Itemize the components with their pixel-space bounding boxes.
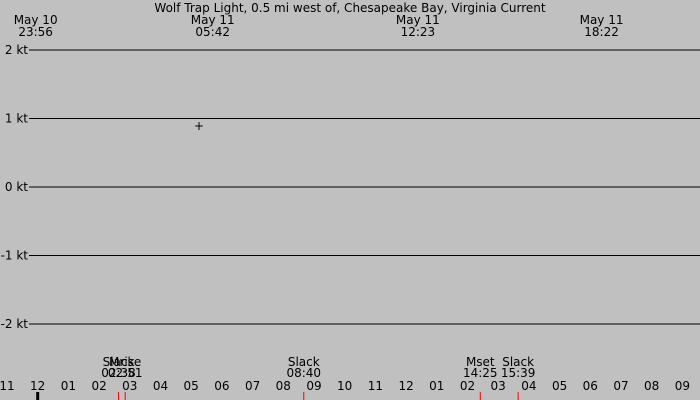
event-time: 15:39 [501, 366, 536, 380]
x-tick-label: 09 [306, 379, 321, 393]
event-time: 02:51 [108, 366, 143, 380]
y-tick-label: -1 kt [1, 249, 29, 263]
chart-title: Wolf Trap Light, 0.5 mi west of, Chesape… [154, 1, 545, 15]
x-tick-label: 02 [91, 379, 106, 393]
x-tick-label: 03 [491, 379, 506, 393]
x-tick-label: 11 [0, 379, 15, 393]
event-name: Slack [103, 355, 135, 369]
x-tick-label: 03 [122, 379, 137, 393]
y-tick-label: 2 kt [5, 43, 28, 57]
x-tick-label: 04 [153, 379, 168, 393]
x-tick-label: 06 [214, 379, 229, 393]
top-time-label: 05:42 [195, 25, 230, 39]
top-date-label: May 10 [14, 13, 58, 27]
event-time: 08:40 [286, 366, 321, 380]
event-name: Slack [288, 355, 320, 369]
x-tick-label: 09 [675, 379, 690, 393]
gridlines [29, 49, 700, 325]
x-axis-ticks: 11 12 01 02 03 04 05 06 07 08 09 10 11 12 01 02 03 04 05 06… [0, 379, 690, 400]
x-tick-label: 08 [276, 379, 291, 393]
x-tick-label: 10 [337, 379, 352, 393]
x-tick-label: 07 [613, 379, 628, 393]
x-tick-label: 06 [583, 379, 598, 393]
x-tick-label: 12 [30, 379, 45, 393]
event-name: Slack [502, 355, 534, 369]
event-name: Mrise [109, 355, 141, 369]
x-tick-label: 04 [521, 379, 536, 393]
y-axis-labels: 2 kt 1 kt 0 kt -1 kt -2 kt [1, 43, 29, 331]
top-date-label: May 11 [191, 13, 235, 27]
event-time: 14:25 [463, 366, 498, 380]
x-tick-label: 05 [184, 379, 199, 393]
y-tick-label: -2 kt [1, 317, 29, 331]
x-tick-label: 01 [429, 379, 444, 393]
top-date-label: May 11 [580, 13, 624, 27]
event-labels: Slack02:38Mrise02:51Slack08:40Mset14:25S… [101, 355, 536, 400]
y-tick-label: 0 kt [5, 180, 28, 194]
top-time-label: 12:23 [401, 25, 436, 39]
event-time: 02:38 [101, 366, 136, 380]
x-tick-label: 11 [368, 379, 383, 393]
max-marker: + [194, 119, 204, 133]
x-tick-label: 08 [644, 379, 659, 393]
x-tick-label: 01 [61, 379, 76, 393]
top-time-label: 18:22 [584, 25, 619, 39]
top-time-label: 23:56 [18, 25, 53, 39]
x-tick-label: 12 [398, 379, 413, 393]
event-name: Mset [466, 355, 495, 369]
x-tick-label: 05 [552, 379, 567, 393]
top-date-label: May 11 [396, 13, 440, 27]
y-tick-label: 1 kt [5, 112, 28, 126]
x-tick-label: 02 [460, 379, 475, 393]
x-tick-label: 07 [245, 379, 260, 393]
